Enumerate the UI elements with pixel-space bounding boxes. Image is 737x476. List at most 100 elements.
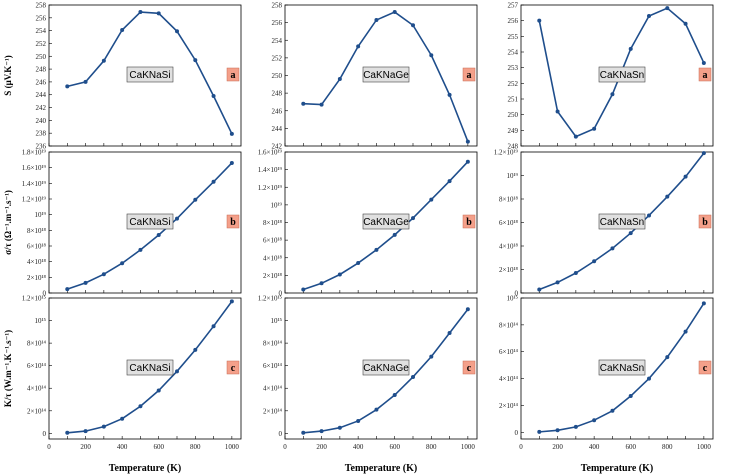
y-tick-label: 244 — [272, 125, 283, 133]
y-tick-label: 0 — [279, 290, 283, 298]
compound-label-box — [598, 213, 646, 230]
data-point — [156, 388, 161, 393]
y-tick-label: 10¹⁹ — [34, 211, 46, 219]
series-line — [67, 300, 233, 434]
data-point — [229, 131, 234, 136]
data-point — [392, 10, 397, 15]
x-tick-label: 1000 — [225, 443, 240, 451]
x-tick-label: 600 — [625, 443, 636, 451]
data-point — [647, 376, 651, 381]
ylabel-seebeck: S (μV.K⁻¹) — [3, 55, 13, 95]
compound-label-box — [126, 359, 174, 376]
panel-frame — [48, 151, 242, 294]
x-tick-label: 400 — [117, 443, 128, 451]
data-point — [120, 261, 125, 266]
data-point — [465, 307, 470, 312]
y-tick-label: 2×10¹⁸ — [263, 272, 283, 280]
data-point — [592, 259, 597, 264]
compound-label-box — [362, 213, 410, 230]
y-tick-label: 4×10¹⁴ — [27, 385, 47, 393]
data-point — [465, 139, 470, 144]
compound-label-box — [126, 66, 174, 83]
data-point — [537, 18, 542, 23]
data-point — [592, 126, 597, 131]
series-line — [303, 308, 469, 434]
data-point — [83, 280, 88, 285]
y-tick-label: 253 — [508, 64, 519, 72]
data-point — [138, 10, 143, 15]
compound-label-box — [362, 66, 410, 83]
y-tick-label: 6×10¹⁸ — [499, 219, 519, 227]
data-point — [447, 330, 452, 335]
data-point — [592, 418, 597, 423]
data-point — [573, 271, 578, 276]
data-point — [537, 287, 542, 292]
panel-badge-letter: a — [467, 70, 472, 81]
panel-0-1: 242 244 246 248 250 252 254 256 258 CaKNaGe a — [272, 2, 478, 151]
data-point — [65, 287, 70, 292]
x-tick-label: 1000 — [461, 443, 476, 451]
labels-group: S (μV.K⁻¹) σ/τ (Ω⁻¹.m⁻¹.s⁻¹) K/τ (W.m⁻¹.… — [3, 55, 653, 474]
y-tick-label: 4×10¹⁸ — [263, 254, 283, 262]
y-tick-label: 2×10¹⁸ — [27, 274, 47, 282]
data-point — [628, 46, 633, 51]
data-point — [319, 102, 324, 107]
y-tick-label: 2×10¹⁴ — [499, 402, 519, 410]
data-point — [101, 424, 106, 429]
data-point — [65, 84, 70, 89]
y-tick-label: 250 — [272, 72, 283, 80]
series-line — [67, 11, 233, 135]
panel-frame — [48, 4, 242, 147]
y-tick-label: 2×10¹⁴ — [27, 407, 47, 415]
y-tick-label: 2×10¹⁴ — [263, 407, 283, 415]
y-tick-label: 2×10¹⁸ — [499, 266, 519, 274]
panel-badge-letter: a — [231, 70, 236, 81]
y-tick-label: 1.2×10¹⁹ — [22, 196, 47, 204]
ylabel-conductivity: σ/τ (Ω⁻¹.m⁻¹.s⁻¹) — [3, 190, 13, 255]
series-line — [539, 302, 705, 433]
x-tick-label: 400 — [353, 443, 364, 451]
data-point — [356, 44, 361, 49]
y-tick-label: 250 — [36, 53, 47, 61]
data-point — [83, 79, 88, 84]
y-tick-label: 256 — [508, 17, 519, 25]
data-point — [337, 425, 342, 430]
x-tick-label: 0 — [283, 443, 287, 451]
panel-badge-letter: c — [467, 363, 472, 374]
data-point — [683, 174, 688, 179]
panel-badge — [462, 67, 476, 82]
data-point — [229, 299, 234, 304]
data-point — [101, 272, 106, 277]
data-point — [337, 77, 342, 82]
data-point — [683, 21, 688, 26]
data-point — [138, 247, 143, 252]
data-point — [628, 394, 633, 399]
y-tick-label: 6×10¹⁸ — [27, 243, 47, 251]
data-point — [211, 324, 216, 329]
compound-label-box — [598, 66, 646, 83]
xlabel-col-1: Temperature (K) — [109, 463, 182, 474]
data-point — [429, 197, 434, 202]
y-tick-label: 238 — [36, 130, 47, 138]
data-point — [610, 408, 615, 413]
y-tick-label: 251 — [508, 96, 519, 104]
series-line — [67, 162, 233, 290]
y-tick-label: 242 — [272, 143, 283, 151]
data-point — [175, 216, 179, 221]
compound-label: CaKNaGe — [363, 363, 409, 374]
panel-badge-letter: b — [466, 217, 472, 228]
panel-1-0: 0 2×10¹⁸ 4×10¹⁸ 6×10¹⁸ 8×10¹⁸ 10¹⁹ 1.2×10¹⁹ 1.4… — [22, 149, 242, 298]
panel-frame — [520, 297, 714, 440]
data-point — [211, 179, 216, 184]
data-point — [429, 53, 434, 58]
y-tick-label: 252 — [508, 80, 519, 88]
compound-label: CaKNaGe — [363, 217, 409, 228]
y-tick-label: 0 — [43, 430, 47, 438]
y-tick-label: 240 — [36, 117, 47, 125]
panel-badge — [698, 214, 712, 229]
x-tick-label: 0 — [519, 443, 523, 451]
series-line — [303, 11, 469, 142]
data-point — [392, 232, 397, 237]
data-point — [411, 23, 415, 28]
